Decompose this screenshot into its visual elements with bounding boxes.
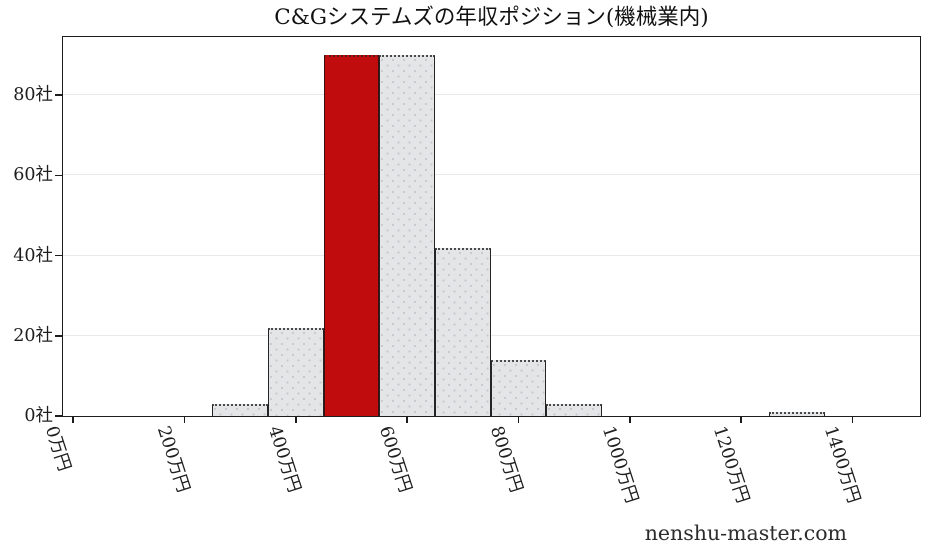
plot-area	[62, 36, 921, 417]
histogram-bar	[546, 403, 602, 416]
histogram-bar	[379, 55, 435, 416]
y-tick-label: 0社	[24, 406, 53, 426]
x-tick-mark	[183, 417, 186, 423]
x-tick-mark	[851, 417, 854, 423]
y-tick-mark	[54, 174, 62, 177]
x-tick-label: 400万円	[263, 423, 304, 495]
x-tick-label: 1400万円	[820, 423, 864, 506]
x-tick-label: 1000万円	[597, 423, 642, 506]
x-tick-mark	[406, 417, 408, 423]
gridline	[63, 334, 920, 336]
y-tick-mark	[54, 415, 62, 417]
y-tick-label: 60社	[13, 165, 53, 186]
x-tick-label: 200万円	[152, 423, 193, 495]
watermark: nenshu-master.com	[644, 521, 847, 545]
y-tick-mark	[54, 94, 62, 96]
y-tick-label: 20社	[13, 325, 53, 346]
histogram-bar-highlighted	[323, 55, 380, 416]
x-tick-mark	[628, 417, 631, 423]
gridline	[63, 254, 920, 256]
x-tick-label: 1200万円	[709, 423, 753, 506]
y-tick-mark	[54, 254, 62, 257]
x-tick-label: 0万円	[41, 423, 75, 474]
histogram-bar	[768, 412, 825, 416]
x-tick-mark	[295, 417, 297, 423]
histogram-bar	[490, 359, 547, 416]
gridline	[63, 174, 920, 176]
gridline	[63, 94, 920, 96]
histogram-bar	[268, 327, 324, 416]
x-tick-mark	[517, 417, 520, 423]
histogram-bar	[212, 403, 269, 416]
x-tick-mark	[72, 417, 75, 423]
y-tick-label: 40社	[13, 245, 53, 266]
x-tick-label: 800万円	[486, 423, 527, 495]
chart-title: C&Gシステムズの年収ポジション(機械業内)	[274, 5, 709, 30]
y-tick-label: 80社	[13, 85, 53, 106]
y-tick-mark	[54, 334, 62, 337]
x-tick-mark	[740, 417, 742, 423]
histogram-bar	[435, 247, 491, 416]
x-tick-label: 600万円	[375, 423, 416, 495]
